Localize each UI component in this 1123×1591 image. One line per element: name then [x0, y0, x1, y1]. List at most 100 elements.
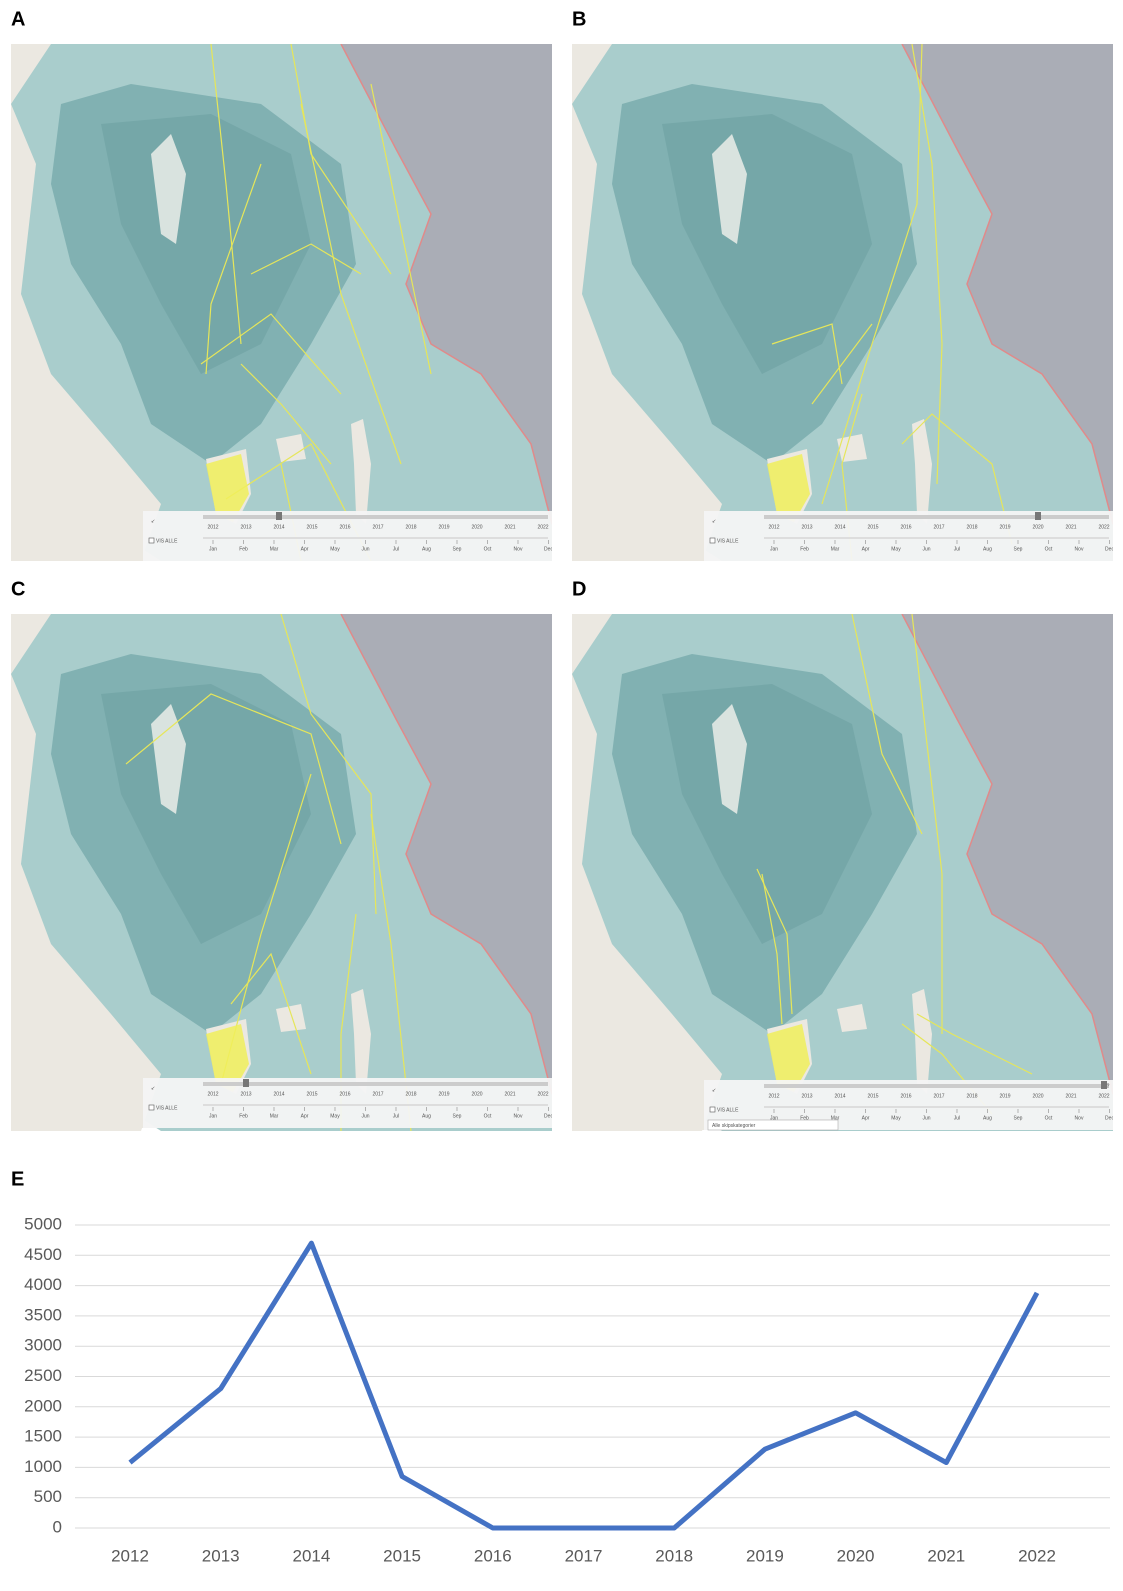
y-tick-label: 4000 [24, 1275, 62, 1294]
dropdown-label: Alle skipskategorier [712, 1123, 756, 1129]
month-track [764, 537, 1109, 539]
year-label: 2019 [438, 1091, 449, 1097]
show-all-checkbox[interactable] [149, 1105, 154, 1110]
island-fjl [276, 1004, 306, 1032]
year-label: 2019 [999, 1093, 1010, 1099]
month-label: Apr [862, 1115, 870, 1121]
year-label: 2013 [801, 1093, 812, 1099]
month-label: Feb [800, 546, 809, 552]
x-tick-label: 2015 [383, 1546, 421, 1565]
month-label: Jan [209, 1113, 217, 1119]
month-label: Dec [544, 546, 553, 552]
show-all-checkbox[interactable] [149, 538, 154, 543]
month-label: Mar [270, 546, 279, 552]
month-label: May [891, 546, 901, 552]
month-label: Feb [239, 546, 248, 552]
island-fjl [837, 1004, 867, 1032]
y-tick-label: 2500 [24, 1366, 62, 1385]
year-label: 2016 [900, 1093, 911, 1099]
month-label: May [330, 546, 340, 552]
month-label: Apr [862, 546, 870, 552]
month-label: Nov [1075, 546, 1084, 552]
month-label: Nov [514, 546, 523, 552]
year-label: 2018 [966, 524, 977, 530]
year-label: 2022 [537, 524, 548, 530]
show-all-checkbox[interactable] [710, 1107, 715, 1112]
month-label: May [891, 1115, 901, 1121]
x-tick-label: 2022 [1018, 1546, 1056, 1565]
show-all-label: VIS ALLE [156, 538, 178, 544]
panel-label: E [11, 1168, 24, 1190]
y-tick-label: 500 [34, 1487, 62, 1506]
y-tick-label: 3000 [24, 1336, 62, 1355]
year-track [764, 1084, 1109, 1088]
show-all-label: VIS ALLE [717, 538, 739, 544]
month-track [203, 1104, 548, 1106]
expand-icon: ↙ [151, 518, 155, 524]
x-tick-label: 2012 [111, 1546, 149, 1565]
month-label: May [330, 1113, 340, 1119]
year-label: 2017 [933, 1093, 944, 1099]
month-label: Dec [1105, 546, 1114, 552]
year-label: 2021 [1065, 524, 1076, 530]
month-label: Mar [270, 1113, 279, 1119]
year-label: 2014 [834, 524, 845, 530]
month-label: Dec [544, 1113, 553, 1119]
y-tick-label: 1500 [24, 1427, 62, 1446]
year-label: 2016 [900, 524, 911, 530]
year-label: 2012 [207, 1091, 218, 1097]
month-label: Jun [922, 546, 930, 552]
island-fjl [276, 434, 306, 462]
y-tick-label: 1000 [24, 1457, 62, 1476]
month-label: Jul [954, 546, 960, 552]
year-label: 2014 [273, 1091, 284, 1097]
expand-icon: ↙ [151, 1085, 155, 1091]
year-label: 2016 [339, 524, 350, 530]
year-thumb[interactable] [243, 1079, 249, 1087]
month-label: Oct [1045, 546, 1053, 552]
year-label: 2018 [966, 1093, 977, 1099]
year-label: 2018 [405, 1091, 416, 1097]
y-tick-label: 3500 [24, 1305, 62, 1324]
map-panel: 2012201320142015201620172018201920202021… [572, 614, 1114, 1131]
month-label: Nov [1075, 1115, 1084, 1121]
year-label: 2013 [240, 1091, 251, 1097]
year-label: 2021 [504, 524, 515, 530]
month-label: Aug [983, 546, 992, 552]
help-icon[interactable]: ? [1107, 1083, 1110, 1089]
year-label: 2016 [339, 1091, 350, 1097]
month-label: Oct [1045, 1115, 1053, 1121]
year-track [203, 515, 548, 519]
year-label: 2017 [933, 524, 944, 530]
year-label: 2017 [372, 524, 383, 530]
month-label: Jun [361, 1113, 369, 1119]
month-label: Jun [361, 546, 369, 552]
year-thumb[interactable] [1035, 512, 1041, 520]
show-all-checkbox[interactable] [710, 538, 715, 543]
month-label: Jan [209, 546, 217, 552]
show-all-label: VIS ALLE [156, 1105, 178, 1111]
panel-label: D [572, 578, 586, 600]
year-track [764, 515, 1109, 519]
year-label: 2014 [834, 1093, 845, 1099]
month-label: Feb [239, 1113, 248, 1119]
month-label: Jan [770, 546, 778, 552]
year-thumb[interactable] [276, 512, 282, 520]
y-tick-label: 5000 [24, 1214, 62, 1233]
map-panel: 2012201320142015201620172018201920202021… [11, 44, 553, 561]
y-tick-label: 4500 [24, 1245, 62, 1264]
year-label: 2021 [504, 1091, 515, 1097]
year-label: 2012 [768, 1093, 779, 1099]
month-label: Apr [301, 1113, 309, 1119]
expand-icon: ↙ [712, 518, 716, 524]
x-tick-label: 2014 [292, 1546, 330, 1565]
x-tick-label: 2016 [474, 1546, 512, 1565]
year-label: 2020 [1032, 1093, 1043, 1099]
x-tick-label: 2020 [837, 1546, 875, 1565]
month-track [764, 1106, 1109, 1108]
month-label: Jun [922, 1115, 930, 1121]
panel-label: C [11, 578, 25, 600]
year-label: 2019 [438, 524, 449, 530]
